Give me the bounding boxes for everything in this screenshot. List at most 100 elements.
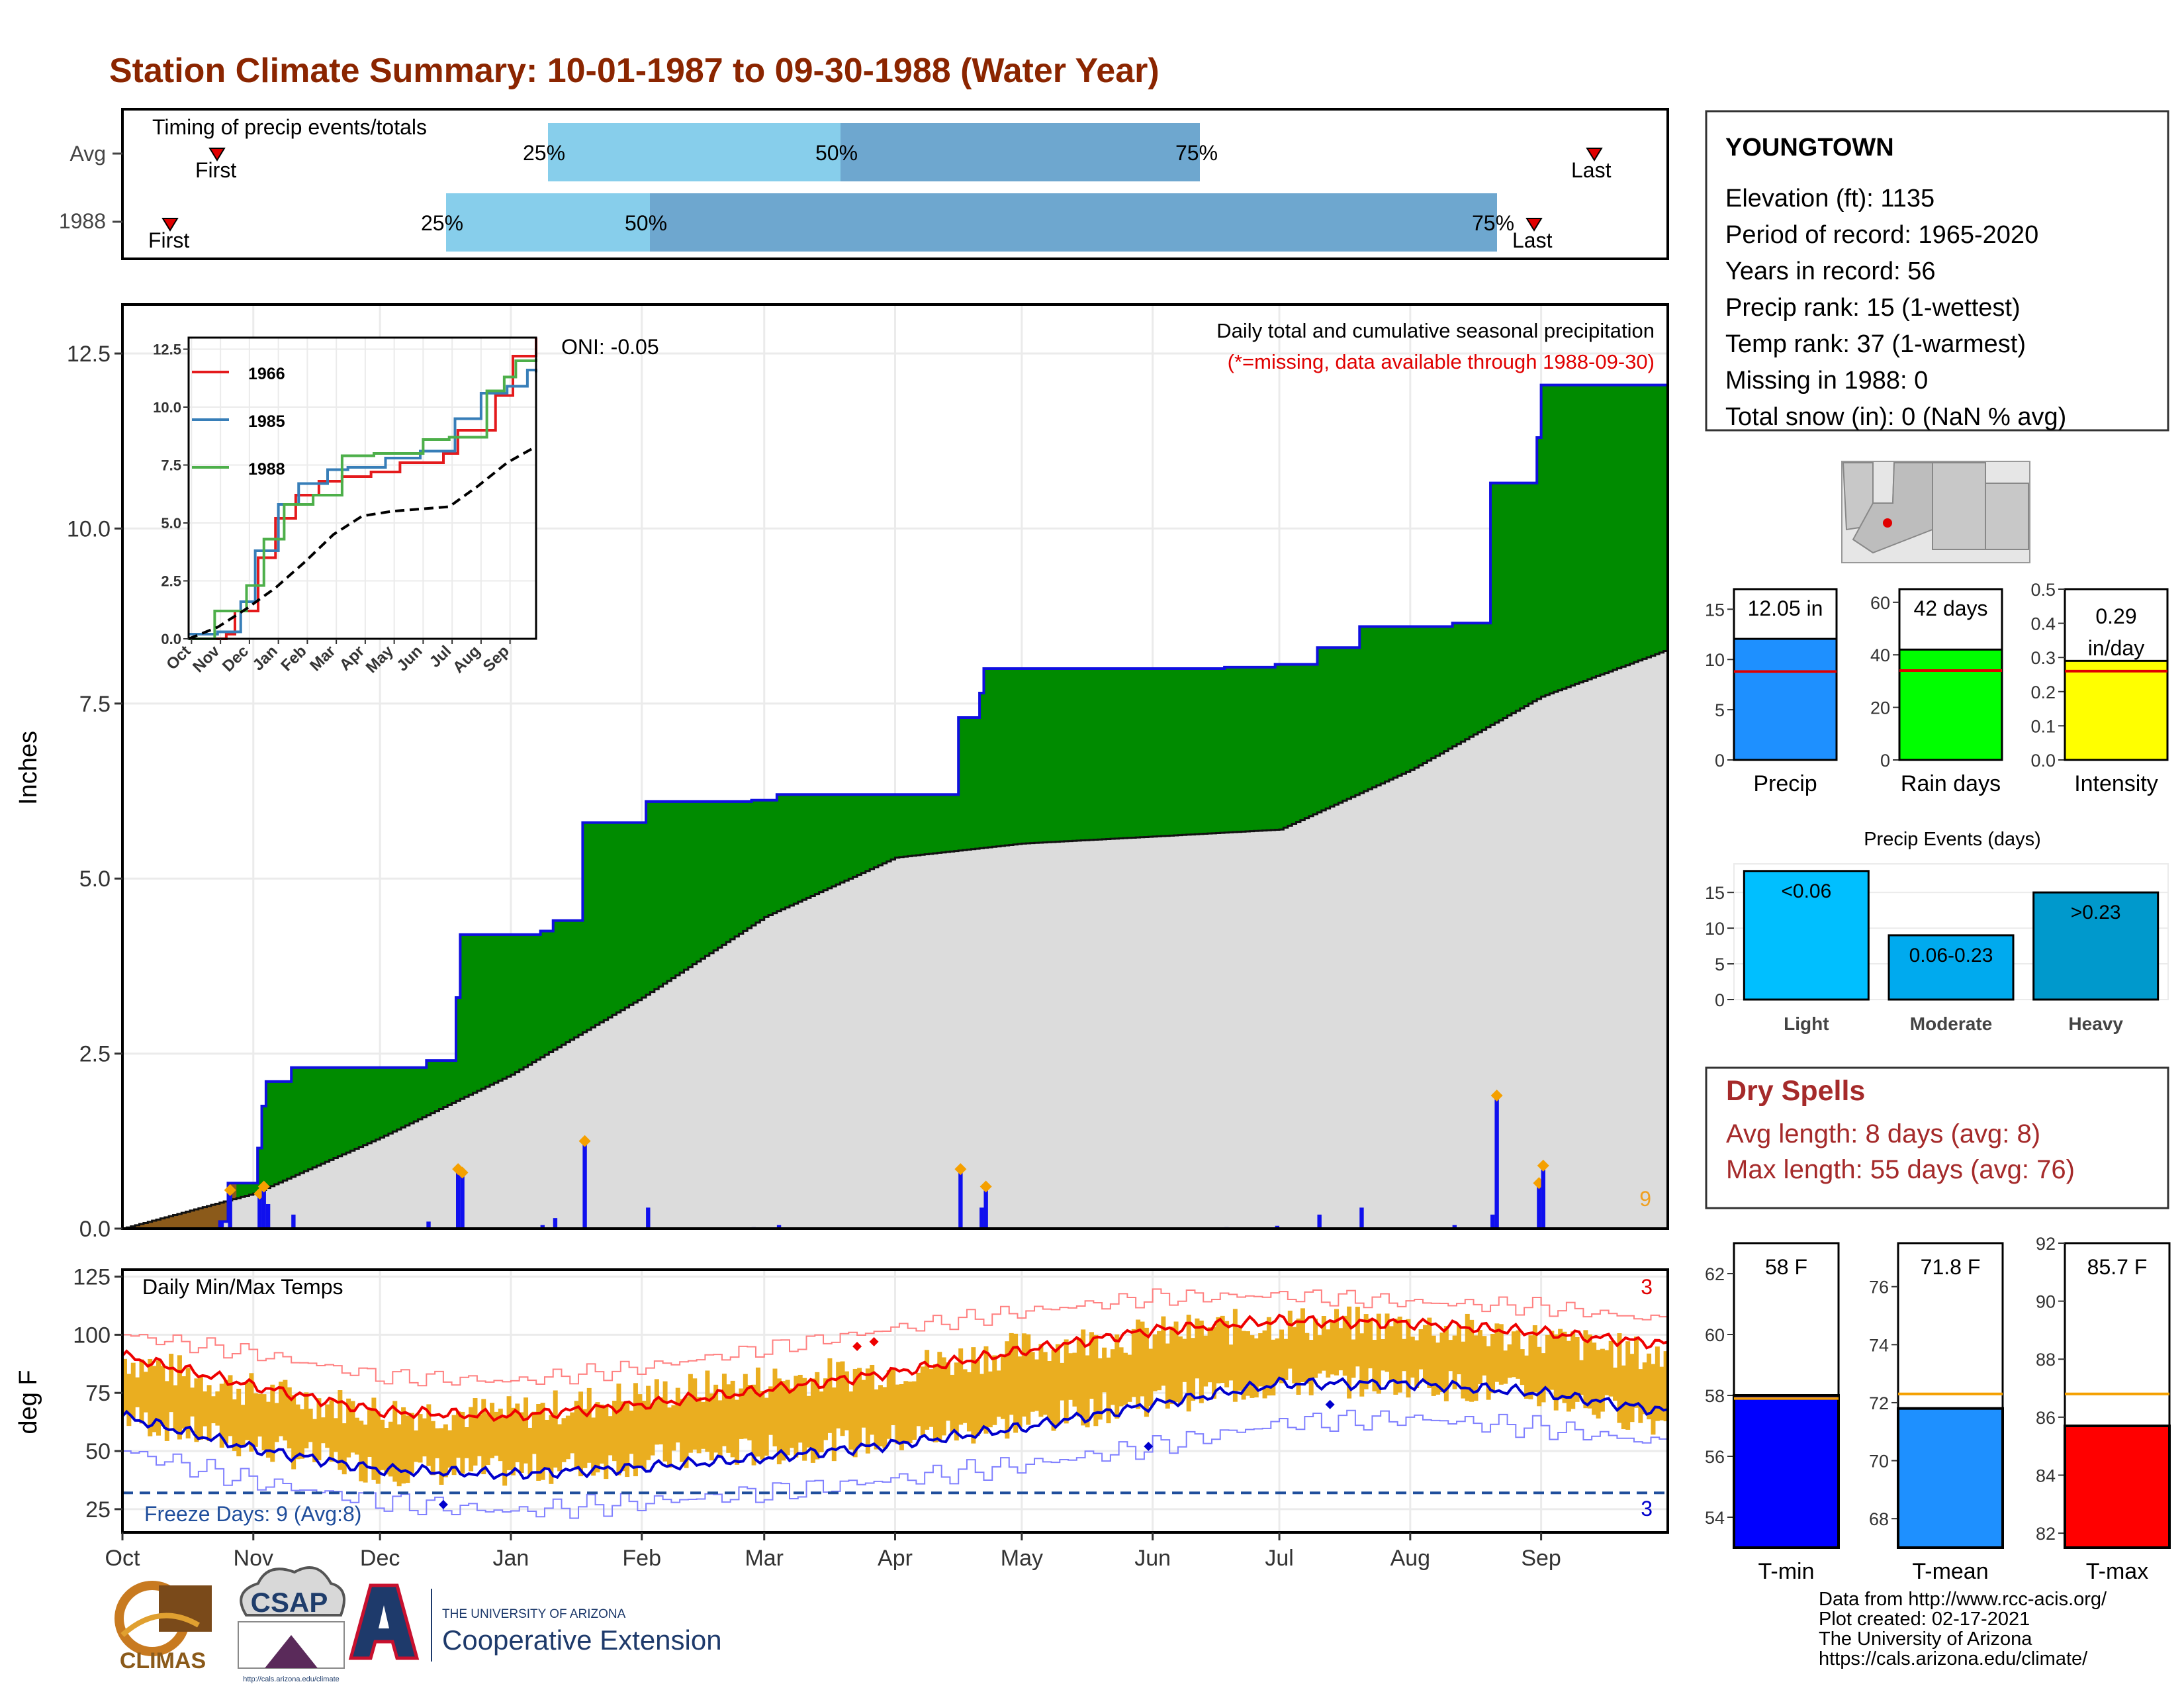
daily-precip-bar [1541, 1165, 1545, 1229]
mini-bar-tick-label: 10 [1705, 650, 1725, 670]
record-marker [438, 1499, 448, 1509]
station-precip-rank: Precip rank: 15 (1-wettest) [1725, 294, 2021, 322]
daily-temp-bar [384, 1427, 389, 1475]
daily-temp-bar [1651, 1364, 1656, 1435]
daily-temp-bar [1520, 1349, 1525, 1385]
mini-bar-label: Intensity [2074, 771, 2158, 796]
daily-temp-bar [228, 1375, 233, 1436]
daily-temp-bar [473, 1398, 478, 1466]
daily-temp-bar [1528, 1335, 1533, 1399]
daily-temp-bar [544, 1419, 549, 1468]
daily-temp-bar [312, 1419, 318, 1462]
daily-precip-bar [1452, 1225, 1457, 1229]
daily-temp-bar [1608, 1340, 1614, 1397]
daily-temp-bar [1026, 1334, 1031, 1425]
daily-temp-bar [882, 1387, 887, 1448]
heavy-event-marker [578, 1135, 591, 1147]
daily-temp-bar [274, 1403, 279, 1442]
daily-temp-bar [203, 1391, 208, 1427]
credit-line-3: The University of Arizona [1819, 1628, 2032, 1650]
daily-temp-bar [515, 1403, 520, 1462]
daily-precip-bar [553, 1218, 558, 1229]
daily-temp-bar [219, 1383, 224, 1448]
temp-bar-tick-label: 62 [1705, 1264, 1725, 1284]
daily-temp-bar [844, 1371, 849, 1430]
daily-temp-bar [1524, 1355, 1529, 1399]
daily-temp-bar [122, 1358, 127, 1415]
record-marker [1325, 1399, 1335, 1409]
daily-temp-bar [743, 1374, 748, 1439]
daily-temp-bar [1072, 1352, 1077, 1407]
precip-y-tick-label: 2.5 [79, 1042, 111, 1067]
daily-temp-bar [958, 1348, 964, 1425]
daily-temp-bar [646, 1385, 651, 1460]
daily-temp-bar [169, 1354, 174, 1413]
daily-precip-bar [257, 1194, 262, 1229]
location-map [1841, 461, 2030, 563]
daily-temp-bar [1317, 1335, 1322, 1374]
daily-temp-bar [831, 1387, 837, 1462]
daily-temp-bar [502, 1416, 508, 1486]
daily-temp-bar [1503, 1350, 1508, 1384]
daily-temp-bar [485, 1413, 490, 1466]
daily-temp-bar [456, 1411, 461, 1458]
daily-temp-bar [418, 1414, 423, 1463]
precip-events-chart: Precip Events (days) 0 5 10 15 <0.06 Light 0.06… [1705, 829, 2169, 1034]
daily-temp-bar [671, 1405, 676, 1451]
inset-legend: 1966 1985 1988 [192, 365, 285, 479]
heavy-event-marker [456, 1166, 469, 1179]
daily-temp-bar [1397, 1316, 1402, 1393]
daily-temp-bar [1663, 1351, 1668, 1422]
timing-panel: Timing of precip events/totals Avg 1988 … [59, 108, 1669, 260]
coop-extension-text: Cooperative Extension [442, 1624, 722, 1656]
daily-temp-bar [578, 1391, 583, 1477]
daily-temp-bar [1102, 1347, 1107, 1393]
daily-temp-bar [320, 1417, 326, 1444]
daily-temp-bar [152, 1366, 157, 1432]
precip-panel: 0.0 2.5 5.0 7.5 10.0 12.5 Inches Daily total … [15, 303, 1669, 1242]
events-bar-label: Light [1784, 1013, 1829, 1034]
daily-temp-bar [848, 1391, 854, 1450]
daily-temp-bar [1549, 1331, 1555, 1390]
month-tick-label: Jan [493, 1546, 529, 1571]
daily-temp-bar [1334, 1309, 1339, 1376]
daily-temp-bar [604, 1406, 609, 1479]
daily-temp-bar [1385, 1313, 1390, 1372]
events-bar-label: Moderate [1910, 1013, 1992, 1034]
inset-legend-1985: 1985 [248, 412, 285, 431]
daily-temp-bar [899, 1384, 904, 1450]
daily-temp-bar [565, 1415, 570, 1460]
heavy-event-marker [1490, 1090, 1503, 1102]
daily-temp-bar [1482, 1336, 1487, 1376]
daily-temp-bar [557, 1424, 563, 1472]
daily-temp-bar [1558, 1329, 1563, 1399]
daily-temp-bar [1177, 1336, 1183, 1405]
daily-temp-bar [1237, 1328, 1242, 1391]
daily-temp-bar [903, 1381, 909, 1444]
daily-temp-bar [527, 1427, 533, 1475]
daily-temp-bar [1511, 1331, 1516, 1378]
events-tick-label: 15 [1705, 883, 1725, 903]
mini-bar-tick-label: 0.0 [2030, 751, 2056, 771]
daily-temp-bar [354, 1417, 359, 1455]
precip-y-tick-label: 5.0 [79, 867, 111, 892]
daily-temp-bar [126, 1374, 132, 1427]
daily-temp-bar [781, 1381, 786, 1461]
temp-y-tick-label: 50 [85, 1439, 111, 1464]
avg-first-marker [208, 148, 226, 162]
daily-temp-bar [1633, 1336, 1639, 1408]
daily-temp-bar [950, 1374, 955, 1432]
csap-url: http://cals.arizona.edu/climate [243, 1675, 340, 1683]
daily-temp-bar [350, 1401, 355, 1453]
y1988-p75-label: 75% [1472, 211, 1514, 235]
daily-temp-bar [549, 1415, 554, 1484]
daily-temp-bar [1368, 1319, 1373, 1369]
events-bar-value: <0.06 [1781, 880, 1831, 902]
daily-temp-bar [1625, 1341, 1631, 1430]
daily-temp-bar [1123, 1352, 1128, 1405]
daily-temp-bar [160, 1366, 165, 1426]
daily-temp-bar [1216, 1317, 1221, 1383]
daily-temp-bar [135, 1377, 140, 1407]
daily-temp-bar [992, 1355, 997, 1425]
temp-bar-label: T-mean [1912, 1559, 1988, 1584]
